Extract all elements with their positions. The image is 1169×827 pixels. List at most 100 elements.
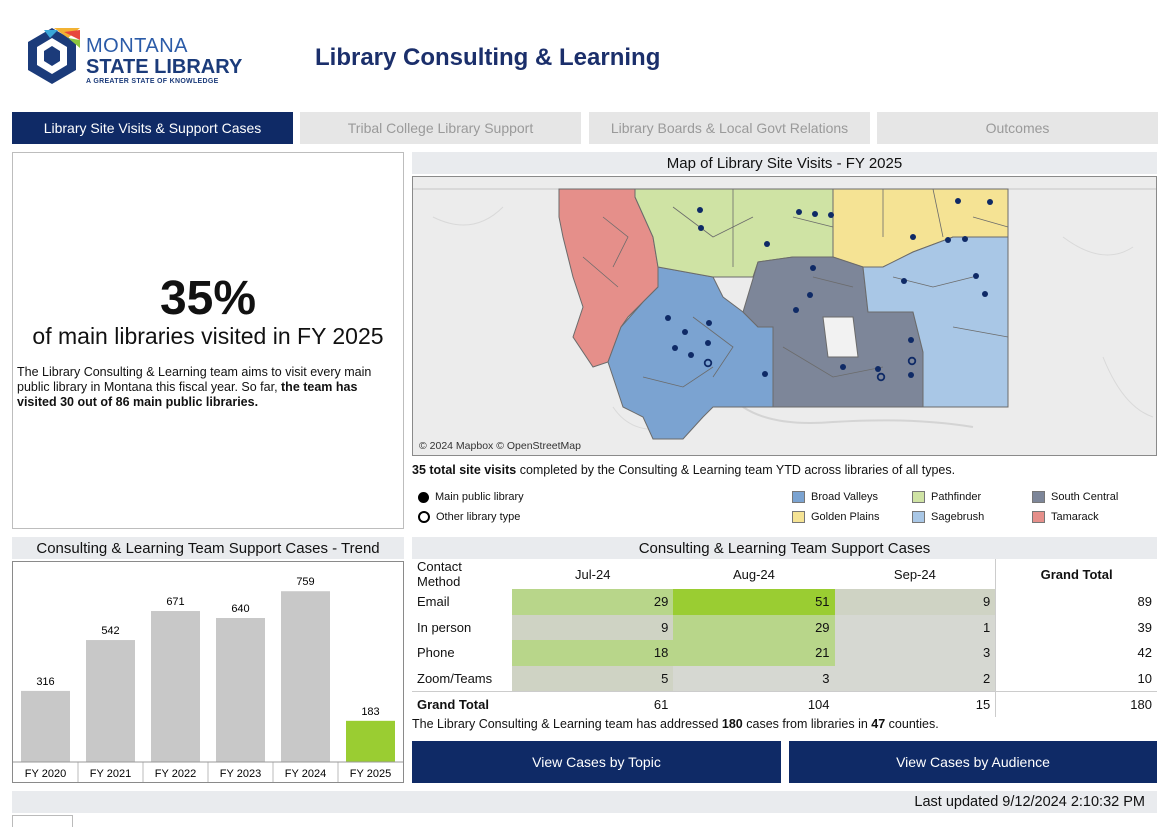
montana-state-library-logo: MONTANA STATE LIBRARY A GREATER STATE OF… — [24, 26, 254, 92]
legend-sagebrush[interactable]: Sagebrush — [912, 511, 984, 523]
bar-value-label: 183 — [361, 706, 379, 718]
row-total: 42 — [995, 640, 1157, 666]
cases-note-counties: 47 — [871, 717, 886, 731]
ring-circle-icon — [418, 511, 430, 523]
kpi-subtitle: of main libraries visited in FY 2025 — [32, 323, 384, 349]
kpi-description: The Library Consulting & Learning team a… — [17, 365, 389, 410]
cases-note-post: counties. — [885, 717, 939, 731]
legend-label: South Central — [1051, 491, 1119, 503]
footer-bar: Last updated 9/12/2024 2:10:32 PM — [12, 791, 1157, 813]
legend-label: Pathfinder — [931, 491, 982, 503]
logo-tagline: A GREATER STATE OF KNOWLEDGE — [86, 78, 219, 85]
trend-bar-chart: 316 FY 2020 542 FY 2021 671 FY 2022 640 FY 2023… — [13, 576, 403, 782]
trend-bar[interactable] — [346, 720, 395, 762]
cell-value[interactable]: 21 — [673, 640, 835, 666]
col-sep-24: Sep-24 — [893, 566, 936, 582]
logo-line-1: MONTANA — [86, 35, 189, 57]
tab-tribal-college[interactable]: Tribal College Library Support — [300, 112, 581, 144]
row-total: 10 — [995, 665, 1157, 691]
cases-note-count: 180 — [721, 717, 743, 731]
x-tick-label: FY 2025 — [350, 768, 391, 780]
cases-note: The Library Consulting & Learning team h… — [412, 717, 939, 731]
site-visits-map[interactable]: © 2024 Mapbox © OpenStreetMap — [412, 176, 1157, 456]
kpi-desc-plain: The Library Consulting & Learning team a… — [17, 365, 372, 394]
map-note: 35 total site visits completed by the Co… — [412, 463, 955, 477]
cases-note-pre: The Library Consulting & Learning team h… — [412, 717, 722, 731]
trend-chart-frame: 316 FY 2020 542 FY 2021 671 FY 2022 640 FY 2023… — [12, 561, 404, 783]
cell-value[interactable]: 29 — [673, 614, 835, 640]
map-title: Map of Library Site Visits - FY 2025 — [412, 152, 1157, 174]
other-library-rings — [703, 356, 917, 382]
cell-value[interactable]: 18 — [512, 640, 674, 666]
cell-value[interactable]: 2 — [834, 665, 996, 691]
tab-outcomes[interactable]: Outcomes — [877, 112, 1158, 144]
cell-value: 61 — [512, 690, 674, 717]
trend-bar[interactable] — [281, 591, 330, 762]
legend-main-library: Main public library — [418, 491, 524, 503]
trend-bar[interactable] — [21, 690, 70, 762]
bar-value-label: 542 — [101, 625, 119, 637]
kpi-desc-bold: the team has visited 30 out of 86 main p… — [17, 380, 358, 409]
row-total: 89 — [995, 589, 1157, 615]
swatch — [792, 491, 805, 503]
col-contact-method: Contact Method — [417, 559, 462, 589]
page-title: Library Consulting & Learning — [315, 44, 661, 71]
trend-bar[interactable] — [151, 611, 200, 762]
legend-golden-plains[interactable]: Golden Plains — [792, 511, 880, 523]
cases-title: Consulting & Learning Team Support Cases — [412, 537, 1157, 559]
view-cases-by-audience-button[interactable]: View Cases by Audience — [789, 741, 1157, 783]
cell-value[interactable]: 29 — [512, 589, 674, 615]
table-row: Zoom/Teams 5 3 2 10 — [412, 665, 1157, 691]
cases-table: Contact Method Jul-24 Aug-24 Sep-24 Gran… — [412, 559, 1157, 717]
x-tick-label: FY 2021 — [90, 768, 131, 780]
cell-value[interactable]: 9 — [512, 614, 674, 640]
legend-label: Golden Plains — [811, 511, 880, 523]
cell-value[interactable]: 3 — [834, 640, 996, 666]
cell-value: 15 — [834, 690, 996, 717]
row-total: 39 — [995, 614, 1157, 640]
filled-circle-icon — [418, 491, 429, 503]
swatch — [1032, 511, 1045, 523]
x-tick-label: FY 2024 — [285, 768, 326, 780]
view-cases-by-topic-button[interactable]: View Cases by Topic — [412, 741, 781, 783]
cell-value[interactable]: 51 — [673, 589, 835, 615]
row-label: In person — [417, 619, 472, 635]
swatch — [912, 491, 925, 503]
legend-label: Broad Valleys — [811, 491, 879, 503]
bar-value-label: 759 — [296, 576, 314, 588]
table-row: Email 29 51 9 89 — [412, 589, 1157, 615]
cases-note-mid: cases from libraries in — [742, 717, 872, 731]
cell-value[interactable]: 3 — [673, 665, 835, 691]
trend-bar[interactable] — [216, 618, 265, 762]
table-row: In person 9 29 1 39 — [412, 614, 1157, 640]
region-sagebrush[interactable] — [862, 236, 1009, 408]
col-aug-24: Aug-24 — [732, 566, 775, 582]
kpi-panel: 35% of main libraries visited in FY 2025… — [12, 152, 404, 529]
map-note-bold: 35 total site visits — [412, 463, 517, 477]
legend-label: Main public library — [435, 491, 524, 503]
tab-library-boards[interactable]: Library Boards & Local Govt Relations — [589, 112, 870, 144]
cell-value[interactable]: 5 — [512, 665, 674, 691]
x-tick-label: FY 2023 — [220, 768, 261, 780]
bar-value-label: 316 — [36, 676, 54, 688]
legend-south-central[interactable]: South Central — [1032, 491, 1118, 503]
legend-pathfinder[interactable]: Pathfinder — [912, 491, 981, 503]
row-label: Grand Total — [412, 690, 513, 717]
cell-value[interactable]: 1 — [834, 614, 996, 640]
row-label: Zoom/Teams — [417, 670, 493, 686]
legend-label: Tamarack — [1051, 511, 1099, 523]
legend-broad-valleys[interactable]: Broad Valleys — [792, 491, 878, 503]
tab-site-visits[interactable]: Library Site Visits & Support Cases — [12, 112, 293, 144]
corner-tab[interactable] — [12, 815, 73, 827]
last-updated: Last updated 9/12/2024 2:10:32 PM — [914, 794, 1145, 810]
logo-line-2: STATE LIBRARY — [86, 56, 243, 78]
bar-value-label: 671 — [166, 596, 184, 608]
swatch — [1032, 491, 1045, 503]
trend-bar[interactable] — [86, 640, 135, 762]
legend-label: Sagebrush — [931, 511, 985, 523]
legend-tamarack[interactable]: Tamarack — [1032, 511, 1099, 523]
cell-value[interactable]: 9 — [834, 589, 996, 615]
cell-value: 104 — [673, 690, 835, 717]
legend-other-library: Other library type — [418, 511, 520, 523]
swatch — [912, 511, 925, 523]
